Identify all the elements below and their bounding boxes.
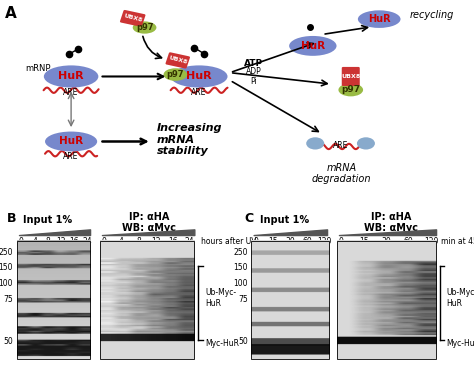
Text: Myc-HuR: Myc-HuR: [447, 339, 474, 348]
Text: 50: 50: [3, 337, 13, 346]
Text: ATP: ATP: [244, 59, 263, 68]
FancyBboxPatch shape: [120, 10, 146, 27]
Text: ARE: ARE: [333, 141, 348, 150]
Ellipse shape: [306, 137, 324, 149]
Text: UBX8: UBX8: [168, 55, 188, 65]
Ellipse shape: [358, 10, 401, 28]
Text: 75: 75: [238, 296, 247, 304]
Text: 60: 60: [302, 237, 312, 246]
Text: 150: 150: [0, 263, 13, 272]
Text: mRNA
degradation: mRNA degradation: [311, 162, 371, 184]
Text: Input 1%: Input 1%: [23, 215, 72, 225]
Text: 150: 150: [233, 263, 247, 272]
Text: HuR: HuR: [301, 41, 325, 51]
Text: ARE: ARE: [64, 152, 79, 161]
Text: 250: 250: [233, 248, 247, 257]
Bar: [17, 241, 90, 359]
Text: B: B: [7, 211, 17, 224]
Text: 0: 0: [19, 237, 24, 246]
Text: 12: 12: [151, 237, 160, 246]
Bar: [251, 241, 329, 359]
Text: 8: 8: [46, 237, 50, 246]
Text: 120: 120: [424, 237, 438, 246]
Text: 120: 120: [318, 237, 332, 246]
Text: 100: 100: [233, 279, 247, 288]
Text: 30: 30: [382, 237, 391, 246]
Text: 4: 4: [119, 237, 124, 246]
Ellipse shape: [289, 36, 337, 56]
Text: 50: 50: [238, 337, 247, 346]
Text: A: A: [5, 6, 17, 21]
Text: p97: p97: [136, 23, 153, 32]
Text: ARE: ARE: [191, 89, 207, 97]
Text: HuR: HuR: [368, 14, 391, 24]
Text: 0: 0: [102, 237, 107, 246]
Text: Myc-HuR: Myc-HuR: [205, 339, 239, 348]
Bar: [100, 241, 194, 359]
Text: 24: 24: [185, 237, 194, 246]
Text: 75: 75: [3, 296, 13, 304]
Text: UBX8: UBX8: [341, 74, 360, 79]
Text: Ub-Myc-
HuR: Ub-Myc- HuR: [205, 289, 236, 308]
Ellipse shape: [133, 21, 156, 34]
Ellipse shape: [164, 68, 187, 81]
Text: 0: 0: [254, 237, 258, 246]
Text: HuR: HuR: [186, 72, 212, 82]
Text: 15: 15: [268, 237, 278, 246]
Text: ADP
Pi: ADP Pi: [246, 67, 262, 86]
Text: IP: αHA
WB: αMyc: IP: αHA WB: αMyc: [364, 211, 418, 233]
Text: HuR: HuR: [58, 72, 84, 82]
Ellipse shape: [171, 65, 228, 87]
FancyBboxPatch shape: [165, 52, 190, 69]
Text: p97: p97: [341, 85, 360, 94]
Text: ARE: ARE: [64, 89, 79, 97]
Text: 30: 30: [285, 237, 295, 246]
Ellipse shape: [338, 83, 363, 96]
Text: 16: 16: [168, 237, 177, 246]
Text: UBX8: UBX8: [123, 13, 143, 23]
Ellipse shape: [45, 132, 97, 151]
Text: recycling: recycling: [410, 10, 455, 20]
Text: hours after UV: hours after UV: [201, 237, 257, 246]
Text: 15: 15: [359, 237, 369, 246]
Text: 16: 16: [70, 237, 79, 246]
Ellipse shape: [44, 65, 99, 87]
Text: 4: 4: [32, 237, 37, 246]
Text: HuR: HuR: [59, 137, 83, 146]
Bar: [337, 241, 436, 359]
FancyBboxPatch shape: [342, 67, 360, 86]
Text: IP: αHA
WB: αMyc: IP: αHA WB: αMyc: [122, 211, 176, 233]
Text: 100: 100: [0, 279, 13, 288]
Text: 0: 0: [339, 237, 344, 246]
Text: min at 45°C: min at 45°C: [441, 237, 474, 246]
Text: p97: p97: [167, 70, 184, 79]
Text: mRNP: mRNP: [25, 64, 51, 73]
Text: 8: 8: [136, 237, 141, 246]
Text: 60: 60: [404, 237, 414, 246]
Text: 24: 24: [83, 237, 92, 246]
Ellipse shape: [357, 137, 375, 149]
Text: C: C: [244, 211, 253, 224]
Text: Ub-Myc-
HuR: Ub-Myc- HuR: [447, 289, 474, 308]
Text: Input 1%: Input 1%: [260, 215, 309, 225]
Text: 12: 12: [56, 237, 66, 246]
Text: Increasing
mRNA
stability: Increasing mRNA stability: [156, 123, 222, 156]
Text: 250: 250: [0, 248, 13, 257]
